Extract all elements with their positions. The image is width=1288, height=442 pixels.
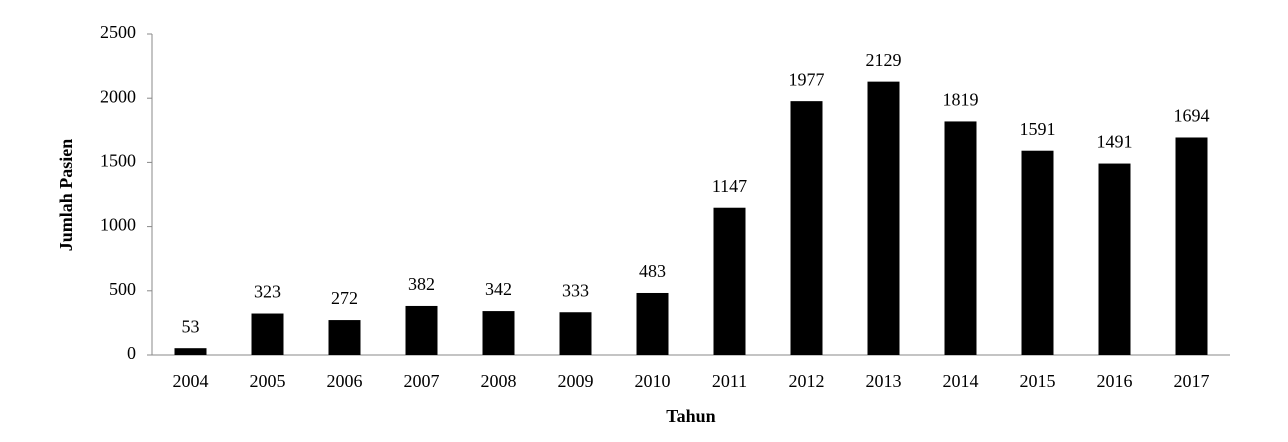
bar <box>1175 137 1208 355</box>
x-tick-label: 2009 <box>558 371 594 391</box>
y-tick-label: 500 <box>109 279 136 299</box>
value-label: 1694 <box>1174 106 1210 126</box>
y-tick-label: 1000 <box>100 215 136 235</box>
y-tick-label: 2000 <box>100 86 136 106</box>
bar <box>867 81 900 355</box>
value-label: 1491 <box>1097 132 1133 152</box>
x-tick-label: 2007 <box>404 371 440 391</box>
value-label: 1147 <box>712 176 747 196</box>
bar <box>251 313 284 355</box>
x-tick-label: 2016 <box>1097 371 1133 391</box>
y-tick-label: 2500 <box>100 22 136 42</box>
x-tick-label: 2005 <box>250 371 286 391</box>
x-tick-label: 2012 <box>789 371 825 391</box>
bar <box>174 348 207 355</box>
value-label: 2129 <box>866 50 902 70</box>
bar <box>1098 163 1131 355</box>
value-label: 53 <box>182 316 200 336</box>
y-tick-label: 1500 <box>100 151 136 171</box>
bar <box>713 207 746 355</box>
bar <box>482 311 515 355</box>
x-tick-label: 2011 <box>712 371 747 391</box>
bar <box>636 292 669 355</box>
bar <box>790 101 823 355</box>
x-tick-label: 2006 <box>327 371 363 391</box>
x-tick-label: 2008 <box>481 371 517 391</box>
value-label: 323 <box>254 282 281 302</box>
bar <box>559 312 592 355</box>
x-axis-title: Tahun <box>666 406 715 426</box>
value-label: 342 <box>485 279 512 299</box>
y-axis-title: Jumlah Pasien <box>56 139 76 252</box>
value-label: 1977 <box>789 69 825 89</box>
x-tick-label: 2014 <box>943 371 979 391</box>
bar <box>944 121 977 355</box>
x-tick-label: 2015 <box>1020 371 1056 391</box>
x-tick-label: 2010 <box>635 371 671 391</box>
x-tick-label: 2004 <box>173 371 209 391</box>
value-label: 382 <box>408 274 435 294</box>
value-label: 272 <box>331 288 358 308</box>
x-tick-label: 2013 <box>866 371 902 391</box>
value-label: 333 <box>562 280 589 300</box>
value-label: 1591 <box>1020 119 1056 139</box>
x-tick-label: 2017 <box>1174 371 1210 391</box>
bar <box>328 320 361 355</box>
value-label: 483 <box>639 261 666 281</box>
value-label: 1819 <box>943 90 979 110</box>
y-tick-label: 0 <box>127 343 136 363</box>
bar <box>405 305 438 355</box>
bar <box>1021 150 1054 355</box>
